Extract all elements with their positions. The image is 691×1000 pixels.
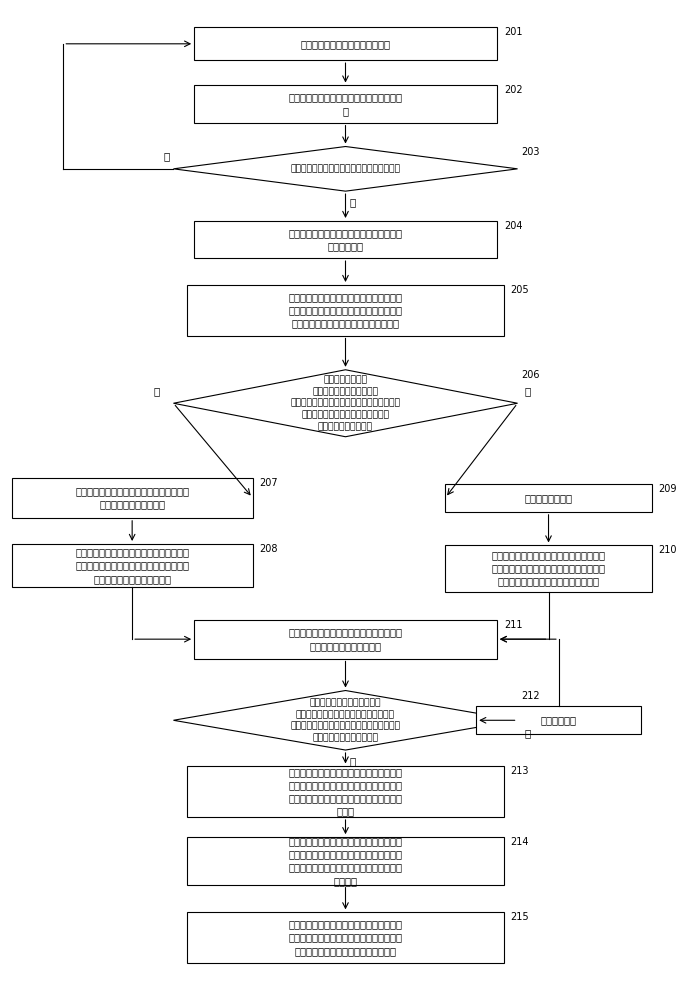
Text: 209: 209	[659, 484, 677, 494]
Text: 204: 204	[504, 221, 522, 231]
Text: 208: 208	[260, 544, 278, 554]
Polygon shape	[173, 691, 518, 750]
Text: 输出第二提示消息，该第二提示消息用于提
示接收到上述主叫方通信号码发起的呼叫请
求的总次数达到预设次数以及是否响应该呼
叫请求: 输出第二提示消息，该第二提示消息用于提 示接收到上述主叫方通信号码发起的呼叫请 …	[289, 767, 402, 817]
Text: 215: 215	[511, 912, 529, 922]
Text: 207: 207	[260, 478, 278, 488]
FancyBboxPatch shape	[194, 27, 497, 60]
Text: 213: 213	[511, 766, 529, 776]
FancyBboxPatch shape	[194, 620, 497, 659]
Text: 判断上述运动参数是否与预设运动参数相匹配: 判断上述运动参数是否与预设运动参数相匹配	[290, 164, 401, 173]
Text: 214: 214	[511, 837, 529, 847]
Text: 212: 212	[521, 691, 540, 701]
Text: 是: 是	[349, 197, 355, 207]
Text: 当接收到呼叫请求
时，判断上述可接入通信录
中是否存在与主叫方通信号码相匹配的可接入
通信号码，该主叫方通信号码为发起
该呼叫请求的通信号码: 当接收到呼叫请求 时，判断上述可接入通信录 中是否存在与主叫方通信号码相匹配的可…	[290, 375, 401, 431]
Text: 201: 201	[504, 27, 522, 37]
FancyBboxPatch shape	[194, 85, 497, 123]
FancyBboxPatch shape	[445, 484, 652, 512]
FancyBboxPatch shape	[445, 545, 652, 592]
Text: 从上述不可接入通信录中删除上述主叫方通
信号码，并将上述主叫方通信号码作为可接
入通信号码添加至上述可接入通信录中: 从上述不可接入通信录中删除上述主叫方通 信号码，并将上述主叫方通信号码作为可接 …	[289, 919, 402, 956]
Text: 是: 是	[153, 386, 160, 396]
FancyBboxPatch shape	[12, 478, 253, 518]
Text: 210: 210	[659, 545, 677, 555]
Text: 否: 否	[164, 151, 170, 161]
Text: 否: 否	[524, 386, 531, 396]
Text: 确定被叫通信设备所处的地理位置: 确定被叫通信设备所处的地理位置	[301, 39, 390, 49]
Text: 拒绝呼叫请求: 拒绝呼叫请求	[541, 715, 577, 725]
FancyBboxPatch shape	[12, 544, 253, 587]
FancyBboxPatch shape	[187, 837, 504, 885]
FancyBboxPatch shape	[476, 706, 641, 734]
Text: 202: 202	[504, 85, 522, 95]
Text: 203: 203	[521, 147, 540, 157]
Text: 当检测到针对上述第一提示消息的确认消息
时，建立被叫通信设备与上述呼叫请求对应
的主叫通信设备间的通信连接: 当检测到针对上述第一提示消息的确认消息 时，建立被叫通信设备与上述呼叫请求对应 …	[75, 547, 189, 584]
Text: 205: 205	[511, 285, 529, 295]
Text: 获取被叫通信设备在上述地理位置的运动参
数: 获取被叫通信设备在上述地理位置的运动参 数	[289, 92, 402, 116]
Text: 当检测到针对上述第二提示消息的确认消息
时，响应上述主叫方通信号码发起的呼叫请
求，建立被叫通信设备与主叫通信设备间的
通信连接: 当检测到针对上述第二提示消息的确认消息 时，响应上述主叫方通信号码发起的呼叫请 …	[289, 836, 402, 886]
FancyBboxPatch shape	[187, 912, 504, 963]
Text: 根据被叫通信设备中的通信记录、预先存储
的通信录以及上述通信号码特征信息，生成
包括多个可接入通信号码的可接入通信录: 根据被叫通信设备中的通信记录、预先存储 的通信录以及上述通信号码特征信息，生成 …	[289, 292, 402, 328]
Text: 当在预设时间段内再次接收到
上述主叫方通信号码发起的呼叫请求时，
判断接收到上述主叫方通信号码发的呼叫请求
的总次数是否达到预设次数: 当在预设时间段内再次接收到 上述主叫方通信号码发起的呼叫请求时， 判断接收到上述…	[290, 698, 401, 742]
Text: 是: 是	[349, 756, 355, 766]
Polygon shape	[173, 147, 518, 191]
Polygon shape	[173, 370, 518, 437]
Text: 输出第一提示消息，该第一提示消息用于提
示是否响应上述呼叫请求: 输出第一提示消息，该第一提示消息用于提 示是否响应上述呼叫请求	[75, 486, 189, 509]
FancyBboxPatch shape	[187, 285, 504, 336]
Text: 确定被叫通信设备所处地理位置对应的通信
号码特征信息: 确定被叫通信设备所处地理位置对应的通信 号码特征信息	[289, 228, 402, 251]
FancyBboxPatch shape	[194, 221, 497, 258]
Text: 206: 206	[521, 370, 540, 380]
FancyBboxPatch shape	[187, 766, 504, 817]
Text: 向上述呼叫请求对应的主叫通信设备发送针
对上述呼叫请求的呼叫响应，该呼叫响应用
于提示被叫通信设备处于无法接通状态: 向上述呼叫请求对应的主叫通信设备发送针 对上述呼叫请求的呼叫响应，该呼叫响应用 …	[491, 550, 605, 587]
Text: 否: 否	[524, 728, 531, 738]
Text: 211: 211	[504, 620, 522, 630]
Text: 拒绝上述呼叫请求: 拒绝上述呼叫请求	[524, 493, 573, 503]
Text: 将上述主叫方通信号码作为不可接入通信号
码添加至不可接入通信录中: 将上述主叫方通信号码作为不可接入通信号 码添加至不可接入通信录中	[289, 628, 402, 651]
